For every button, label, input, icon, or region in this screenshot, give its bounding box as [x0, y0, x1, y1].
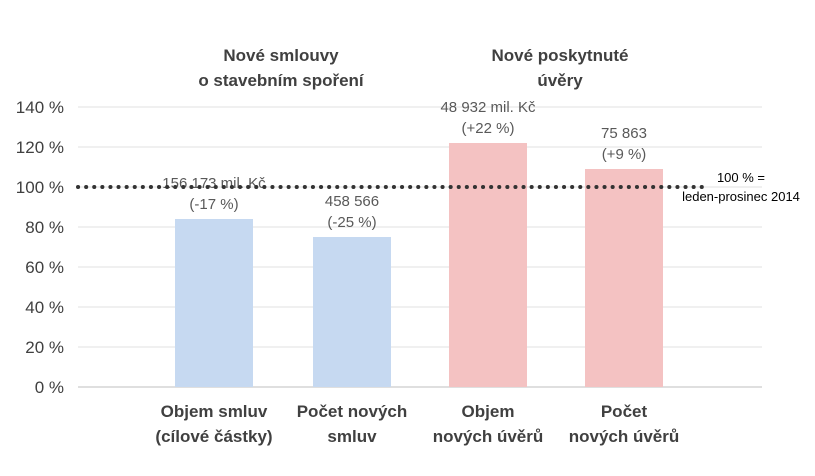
- reference-line-label: 100 % =: [717, 170, 765, 185]
- data-label: 75 863: [601, 125, 647, 142]
- data-labels: 156 173 mil. Kč (-17 %) 458 566 (-25 %) 48 9…: [162, 99, 647, 231]
- y-axis: 0 % 20 % 40 % 60 % 80 % 100 % 120 % 140 %: [16, 98, 64, 397]
- data-label: (-25 %): [327, 214, 376, 231]
- reference-line: 100 % = leden-prosinec 2014: [76, 170, 800, 204]
- group-titles: Nové smlouvy o stavebním spoření Nové posk…: [198, 46, 628, 90]
- group-title: Nové poskytnuté: [492, 46, 629, 65]
- bar: [449, 143, 527, 387]
- y-tick-label: 60 %: [25, 258, 64, 277]
- bar: [585, 169, 663, 387]
- y-tick-label: 140 %: [16, 98, 64, 117]
- bars: [175, 143, 663, 387]
- category-label: Počet nových: [297, 402, 408, 421]
- y-tick-label: 0 %: [35, 378, 64, 397]
- category-label: smluv: [327, 427, 377, 446]
- y-tick-label: 80 %: [25, 218, 64, 237]
- data-label: 48 932 mil. Kč: [440, 99, 536, 116]
- group-title: Nové smlouvy: [223, 46, 339, 65]
- group-title: úvěry: [537, 71, 583, 90]
- category-label: Objem smluv: [161, 402, 268, 421]
- y-tick-label: 100 %: [16, 178, 64, 197]
- y-tick-label: 40 %: [25, 298, 64, 317]
- bar: [175, 219, 253, 387]
- category-label: nových úvěrů: [433, 427, 544, 446]
- category-label: (cílové částky): [155, 427, 272, 446]
- data-label: (+9 %): [602, 146, 647, 163]
- reference-line-label: leden-prosinec 2014: [682, 189, 800, 204]
- data-label: (+22 %): [462, 120, 515, 137]
- category-label: nových úvěrů: [569, 427, 680, 446]
- category-label: Počet: [601, 402, 648, 421]
- y-tick-label: 120 %: [16, 138, 64, 157]
- group-title: o stavebním spoření: [198, 71, 365, 90]
- bar: [313, 237, 391, 387]
- data-label: (-17 %): [189, 196, 238, 213]
- x-axis-categories: Objem smluv (cílové částky) Počet nových sm…: [155, 402, 679, 446]
- category-label: Objem: [462, 402, 515, 421]
- y-tick-label: 20 %: [25, 338, 64, 357]
- data-label: 156 173 mil. Kč: [162, 175, 266, 192]
- data-label: 458 566: [325, 193, 379, 210]
